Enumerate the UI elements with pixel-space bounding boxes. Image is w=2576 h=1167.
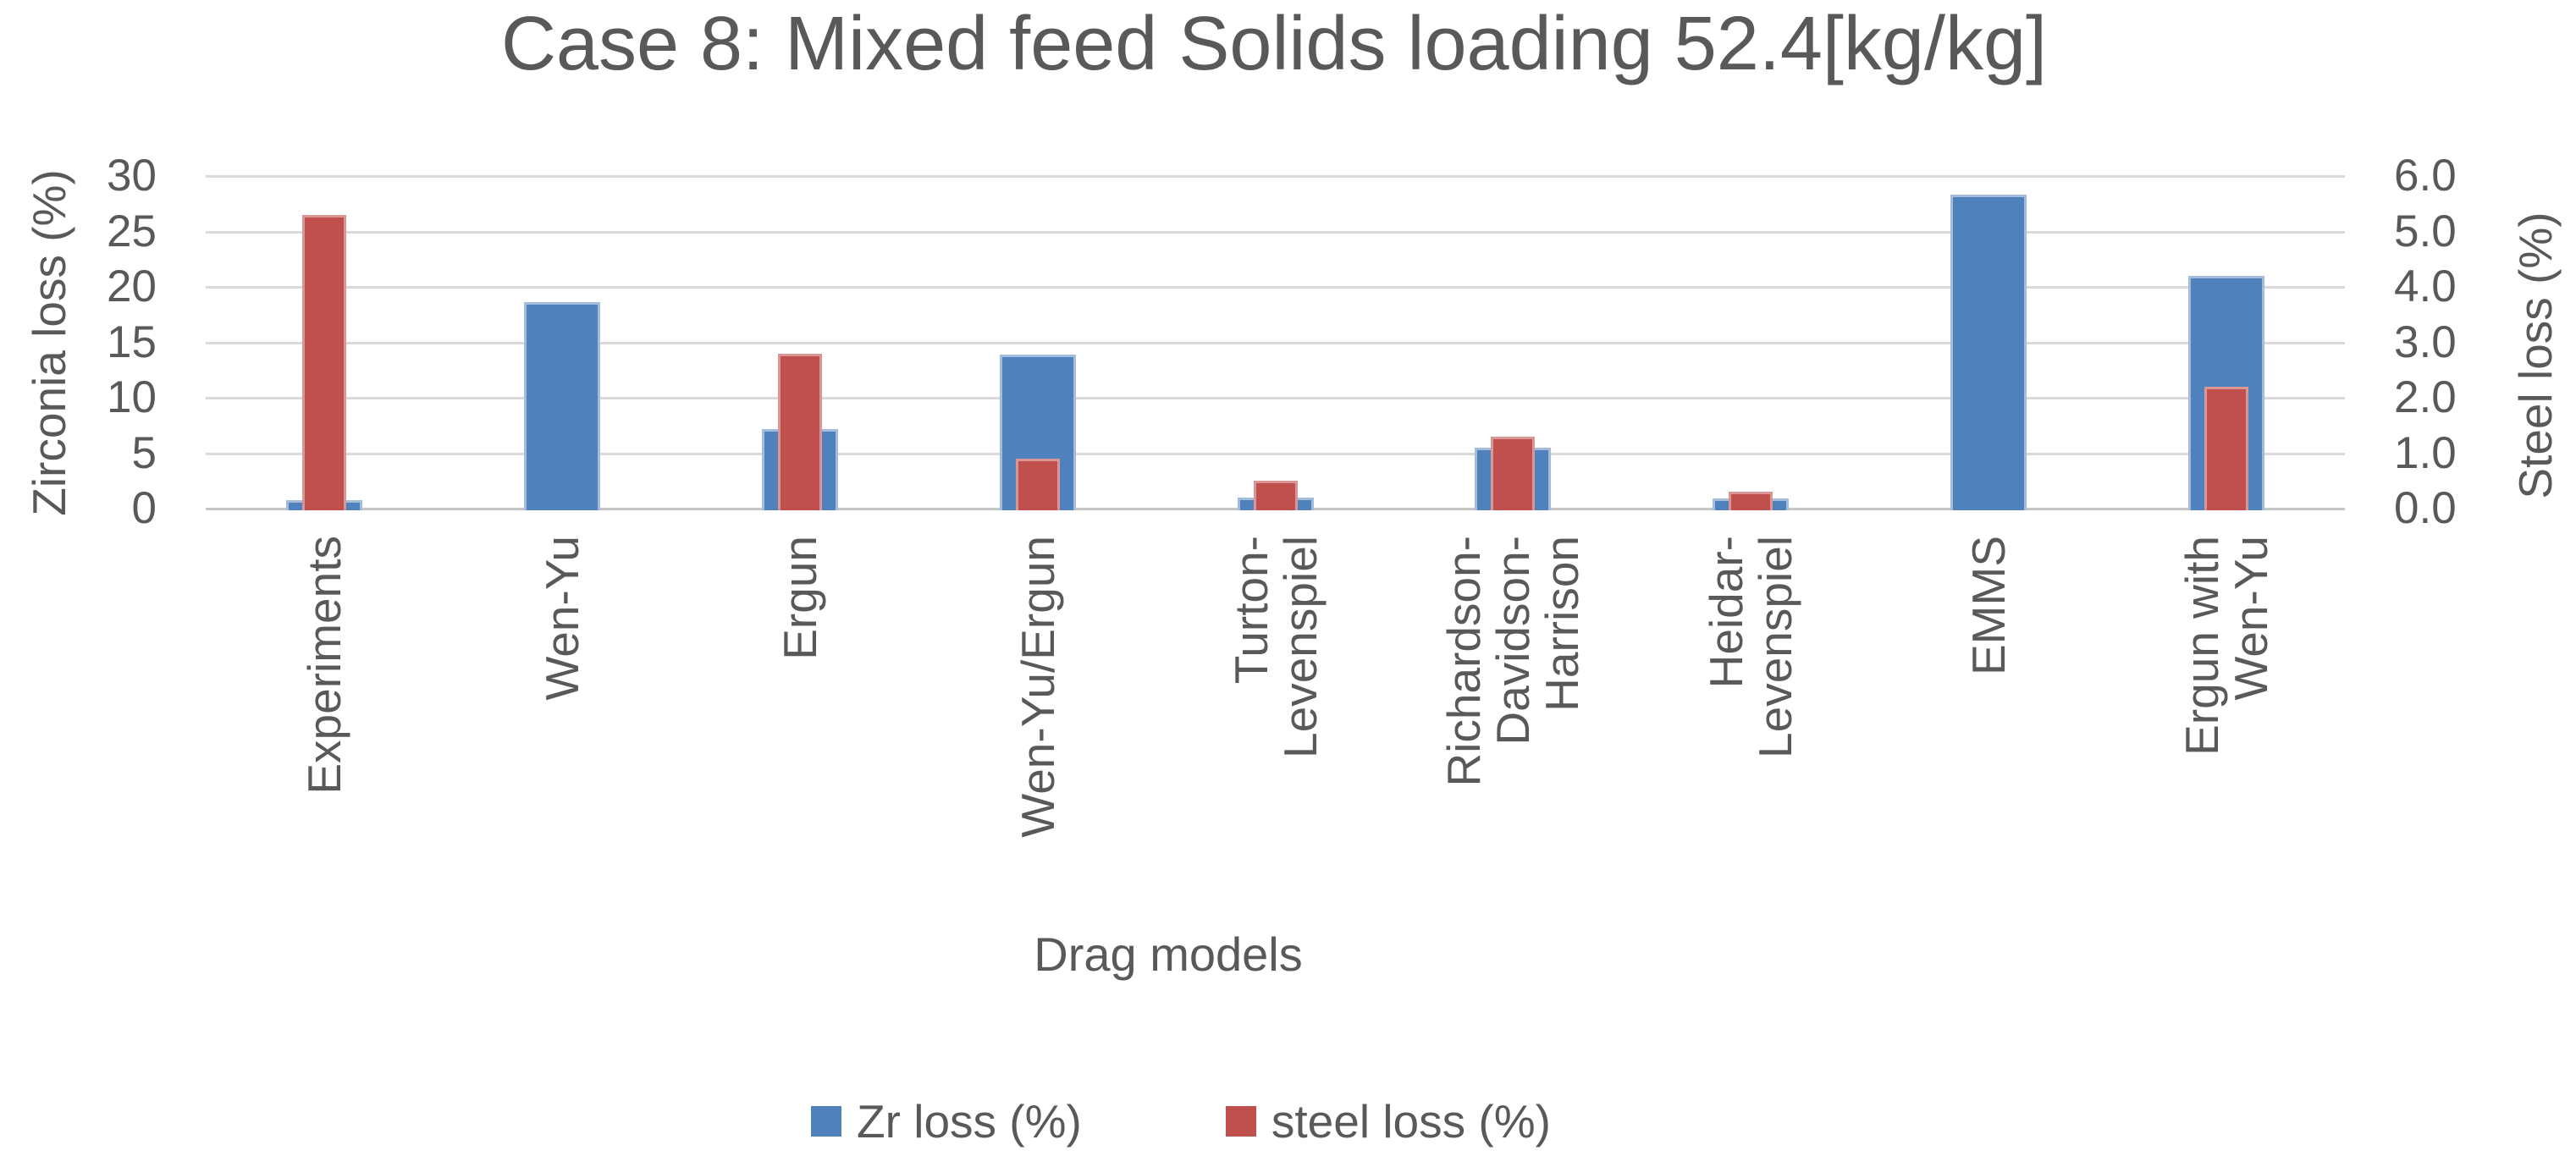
- left-axis-tick-label: 15: [107, 317, 157, 367]
- legend-swatch-zr: [811, 1106, 842, 1137]
- right-axis-tick-label: 5.0: [2394, 206, 2457, 256]
- category-label-2: Wen-Yu: [536, 536, 589, 701]
- bar-steel-loss-3: [777, 353, 822, 510]
- gridline: [206, 452, 2345, 455]
- category-label-7: Heidar- Levenspiel: [1700, 536, 1802, 758]
- legend-item-2: steel loss (%): [1225, 1095, 1551, 1148]
- category-label-4: Wen-Yu/Ergun: [1011, 536, 1064, 838]
- category-label-8: EMMS: [1961, 536, 2015, 675]
- chart-title: Case 8: Mixed feed Solids loading 52.4[k…: [500, 2, 2048, 86]
- category-label-3: Ergun: [773, 536, 826, 660]
- right-axis-tick-label: 6.0: [2394, 151, 2457, 201]
- left-axis-tick-label: 5: [131, 427, 157, 478]
- legend-label: Zr loss (%): [857, 1095, 1082, 1148]
- gridline: [206, 341, 2345, 344]
- bar-zr-loss-8: [1950, 195, 2027, 510]
- right-axis-tick-label: 0.0: [2394, 483, 2457, 533]
- gridline: [206, 397, 2345, 399]
- gridline: [206, 286, 2345, 289]
- gridline: [206, 230, 2345, 234]
- gridline: [206, 175, 2345, 178]
- category-label-5: Turton- Levenspiel: [1224, 536, 1327, 758]
- right-axis-tick-label: 3.0: [2394, 317, 2457, 367]
- legend-item-1: Zr loss (%): [811, 1096, 1082, 1147]
- left-axis-tick-label: 0: [131, 483, 157, 533]
- category-label-6: Richardson- Davidson- Harrison: [1437, 536, 1589, 787]
- left-axis-tick-label: 25: [107, 206, 157, 256]
- right-axis-tick-label: 2.0: [2394, 372, 2457, 422]
- bar-steel-loss-9: [2204, 386, 2248, 510]
- bar-steel-loss-6: [1491, 436, 1536, 510]
- category-label-9: Ergun with Wen-Yu: [2175, 536, 2277, 756]
- left-axis-tick-label: 10: [107, 372, 157, 422]
- bar-steel-loss-4: [1015, 459, 1060, 510]
- left-axis-tick-label: 20: [107, 261, 157, 311]
- legend-label: steel loss (%): [1271, 1095, 1551, 1148]
- legend: Zr loss (%) steel loss (%): [0, 1096, 2362, 1147]
- bar-steel-loss-7: [1729, 492, 1773, 510]
- right-axis-tick-label: 4.0: [2394, 261, 2457, 311]
- category-label-1: Experiments: [298, 536, 351, 795]
- x-axis-title: Drag models: [1034, 928, 1303, 981]
- right-axis-tick-label: 1.0: [2394, 427, 2457, 478]
- legend-swatch-steel: [1225, 1106, 1256, 1137]
- bar-steel-loss-5: [1253, 481, 1298, 510]
- bar-steel-loss-1: [302, 214, 347, 510]
- left-axis-tick-label: 30: [107, 151, 157, 201]
- bar-zr-loss-2: [524, 302, 601, 510]
